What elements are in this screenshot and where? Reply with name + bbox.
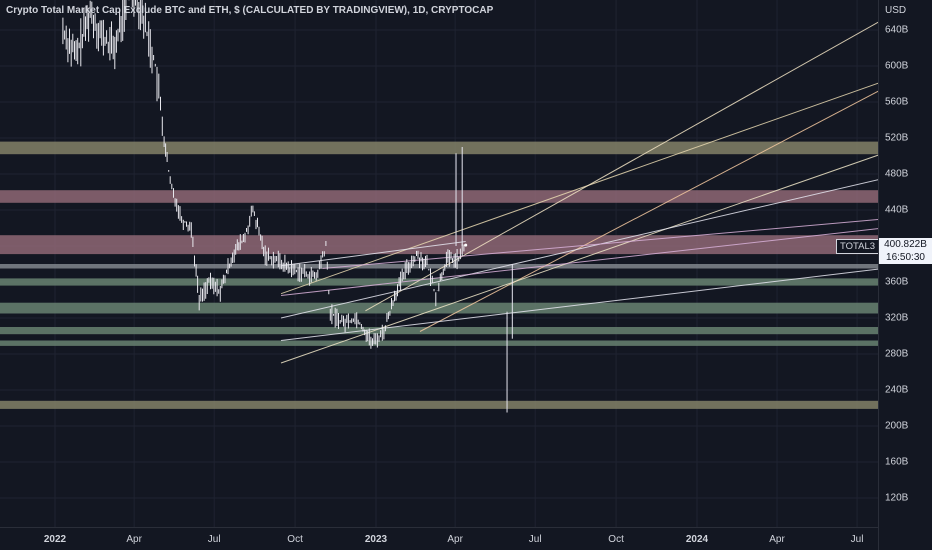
- last-price-value: 400.822B: [884, 239, 927, 250]
- price-zone-7: [0, 340, 878, 346]
- time-tick-label: Apr: [769, 534, 785, 545]
- time-tick-label: 2024: [685, 534, 709, 545]
- time-tick-label: Jul: [850, 534, 864, 545]
- chart-title: Crypto Total Market Cap Exclude BTC and …: [6, 5, 494, 16]
- time-tick-label: Oct: [287, 534, 303, 545]
- price-tick-label: 640B: [885, 24, 909, 36]
- countdown-timer: 16:50:30: [886, 252, 925, 263]
- chart-area[interactable]: Crypto Total Market Cap Exclude BTC and …: [0, 0, 884, 527]
- trend-line-6: [322, 218, 884, 269]
- price-zone-1: [0, 190, 878, 203]
- trend-lines: [280, 18, 884, 364]
- trend-line-1: [365, 18, 884, 312]
- price-zone-4: [0, 278, 878, 286]
- price-axis[interactable]: USD 640B600B560B520B480B440B400B360B320B…: [878, 0, 932, 550]
- chart-canvas[interactable]: [0, 0, 884, 527]
- trend-line-0: [280, 80, 884, 295]
- last-price-point: [464, 243, 468, 247]
- horizontal-zones: [0, 141, 878, 409]
- trend-line-4: [280, 178, 884, 319]
- price-zone-8: [0, 400, 878, 409]
- price-zone-0: [0, 141, 878, 155]
- price-tick-label: 600B: [885, 60, 909, 72]
- last-price-tag: 400.822B 16:50:30: [879, 238, 932, 264]
- price-tick-label: 320B: [885, 312, 909, 324]
- time-tick-label: Jul: [528, 534, 542, 545]
- grid-lines: [0, 0, 878, 527]
- trend-line-5: [280, 227, 884, 296]
- price-series: [62, 0, 468, 349]
- price-tick-label: 200B: [885, 420, 909, 432]
- price-tick-label: 120B: [885, 492, 909, 504]
- price-tick-label: 560B: [885, 96, 909, 108]
- price-zone-6: [0, 327, 878, 335]
- price-tick-label: 280B: [885, 348, 909, 360]
- symbol-label: TOTAL3: [836, 239, 880, 254]
- price-tick-label: 520B: [885, 132, 909, 144]
- price-tick-label: 160B: [885, 456, 909, 468]
- trend-line-7: [280, 268, 884, 341]
- time-axis[interactable]: 2022 Apr Jul Oct 2023 Apr Jul Oct 2024 Apr Jul: [0, 527, 878, 550]
- price-tick-label: 440B: [885, 204, 909, 216]
- time-tick-label: Apr: [126, 534, 142, 545]
- price-tick-label: 240B: [885, 384, 909, 396]
- vertical-lines: [455, 147, 513, 413]
- trend-line-8: [280, 241, 466, 267]
- currency-label[interactable]: USD: [885, 5, 907, 16]
- time-tick-label: 2023: [364, 534, 388, 545]
- price-candles: [62, 0, 465, 349]
- trend-line-2: [419, 88, 884, 332]
- price-tick-label: 480B: [885, 168, 909, 180]
- time-tick-label: 2022: [43, 534, 67, 545]
- time-tick-label: Jul: [207, 534, 221, 545]
- time-tick-label: Oct: [608, 534, 624, 545]
- price-zone-3: [0, 264, 878, 269]
- price-tick-label: 360B: [885, 276, 909, 288]
- time-tick-label: Apr: [447, 534, 463, 545]
